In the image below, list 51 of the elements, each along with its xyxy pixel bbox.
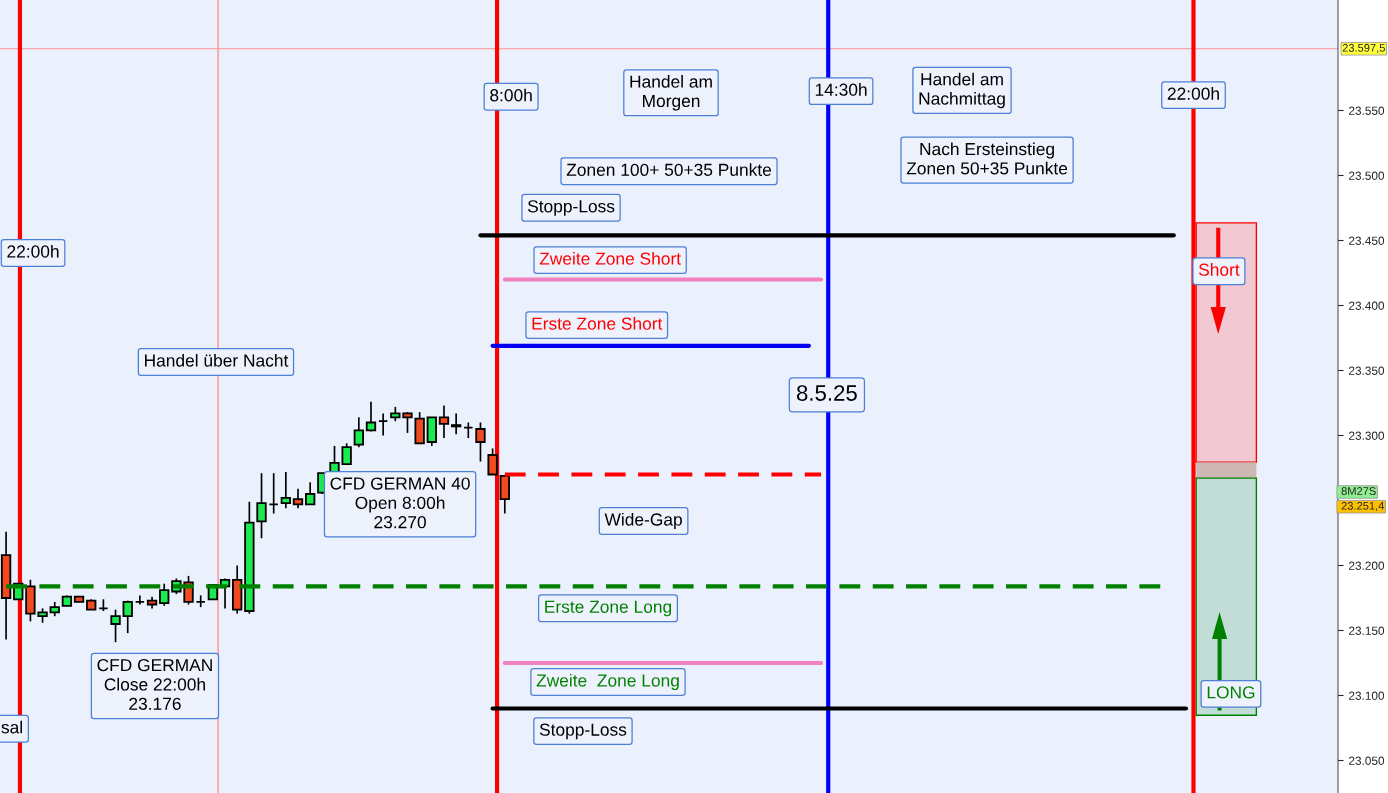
candlestick xyxy=(280,471,292,510)
candlestick xyxy=(122,599,133,634)
annotation: CFD GERMAN Close 22:00h 23.176 xyxy=(97,658,212,710)
candlestick xyxy=(341,442,352,466)
annotation: Zonen 100+ 50+35 Punkte xyxy=(566,163,772,176)
annotation: Handel am Nachmittag xyxy=(919,72,1005,109)
candlestick xyxy=(353,416,364,449)
annotation: Nach Ersteinstieg Zonen 50+35 Punkte xyxy=(906,142,1068,175)
text: 8M27S xyxy=(1341,487,1376,495)
candlestick xyxy=(402,411,413,434)
text: 23.251,4 xyxy=(1341,501,1385,512)
annotation: Short xyxy=(1198,263,1240,276)
annotation: 22:00h xyxy=(7,244,59,258)
candlestick xyxy=(475,421,486,463)
annotation: Stopp-Loss xyxy=(527,200,615,216)
annotation: Zweite Zone Short xyxy=(539,252,681,265)
candlestick xyxy=(159,582,170,607)
y-tick-label: 23.200 xyxy=(1349,561,1385,570)
candlestick xyxy=(305,481,316,506)
annotation: Erste Zone Short xyxy=(532,317,663,330)
y-tick-label: 23.300 xyxy=(1349,431,1385,440)
y-tick-label: 23.450 xyxy=(1349,236,1385,245)
annotation: 14:30h xyxy=(815,83,867,96)
annotation: Handel am Morgen xyxy=(630,75,712,111)
y-tick-label: 23.050 xyxy=(1349,756,1385,765)
annotation: Wide-Gap xyxy=(604,512,682,530)
annotation: Erste Zone Long xyxy=(545,600,672,617)
candlestick xyxy=(487,447,498,476)
y-tick-label: 23.500 xyxy=(1349,171,1385,180)
annotation: CFD GERMAN 40 Open 8:00h 23.270 xyxy=(330,477,470,529)
candlestick xyxy=(292,487,304,510)
annotation: Zweite Zone Long xyxy=(536,673,679,691)
y-tick-label: 23.550 xyxy=(1349,106,1385,115)
y-tick-label: 23.100 xyxy=(1349,691,1385,700)
y-tick-label: 23.150 xyxy=(1349,626,1385,635)
ref-line-label: 23.597,5 xyxy=(1342,43,1385,54)
annotation: 22:00h xyxy=(1167,87,1219,100)
annotation: 8:00h xyxy=(490,88,532,102)
candlestick xyxy=(499,474,510,515)
y-tick-label: 23.400 xyxy=(1349,301,1385,310)
y-tick-label: 23.350 xyxy=(1349,366,1385,375)
candlestick xyxy=(365,400,377,433)
annotation: Stopp-Loss xyxy=(539,723,627,740)
candlestick xyxy=(256,472,267,540)
annotation: 8.5.25 xyxy=(796,385,857,401)
candlestick xyxy=(450,412,462,436)
annotation: Handel über Nacht xyxy=(145,353,289,367)
candlestick xyxy=(110,608,121,644)
candlestick xyxy=(438,404,450,439)
annotation: sal xyxy=(1,720,22,734)
annotation: LONG xyxy=(1207,686,1255,699)
